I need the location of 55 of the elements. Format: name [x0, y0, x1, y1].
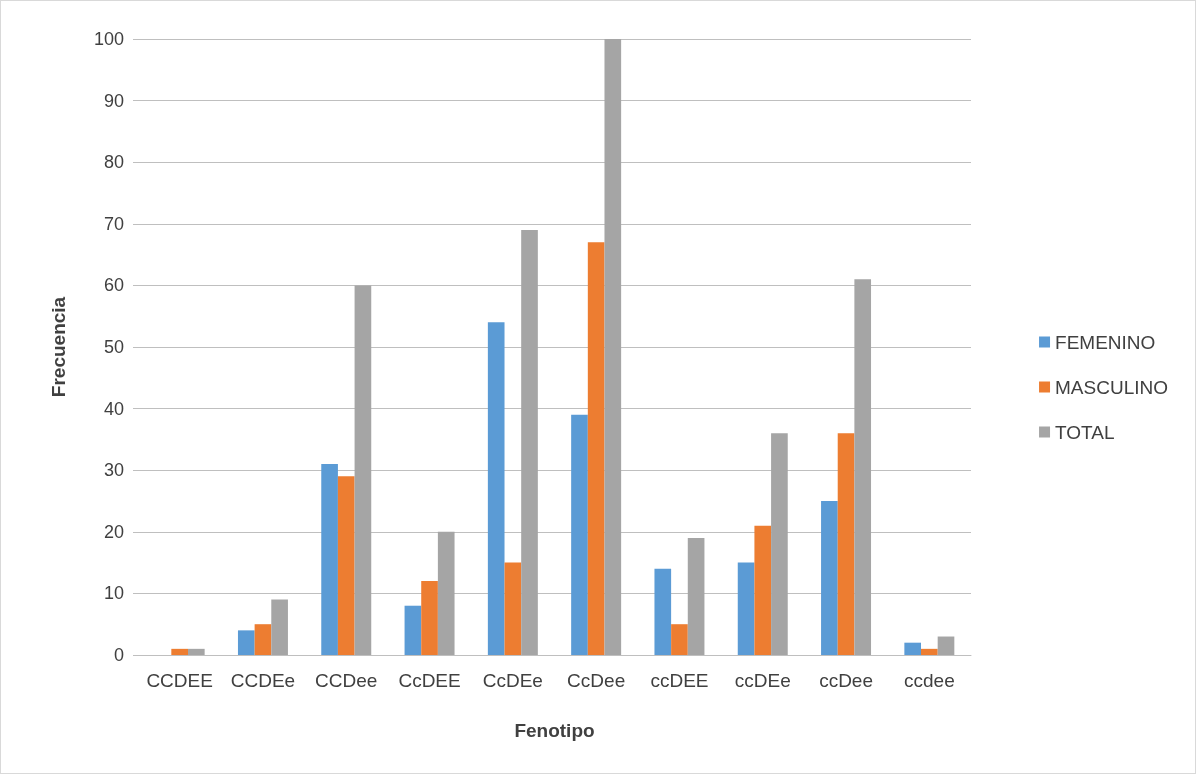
x-axis-title: Fenotipo	[514, 720, 595, 741]
legend-label: MASCULINO	[1055, 376, 1169, 398]
bar	[254, 624, 272, 655]
bar	[821, 501, 838, 655]
bar	[854, 279, 872, 655]
y-tick-label: 30	[103, 460, 124, 481]
bar	[904, 642, 922, 655]
bar	[237, 630, 255, 655]
x-tick-label: CcDEE	[398, 670, 461, 691]
bar	[437, 531, 455, 655]
bar	[171, 648, 188, 655]
x-tick-label: CcDEe	[482, 670, 543, 691]
bar	[687, 537, 705, 655]
bar	[754, 525, 772, 655]
legend-label: TOTAL	[1055, 421, 1115, 443]
y-axis-title: Frecuencia	[48, 296, 69, 398]
x-tick-label: CcDee	[567, 670, 626, 691]
bar	[737, 562, 755, 655]
bar	[321, 464, 338, 655]
bar	[421, 581, 438, 655]
bar	[587, 242, 605, 655]
bar	[504, 562, 522, 655]
bar	[337, 476, 355, 655]
y-tick-label: 0	[113, 645, 124, 665]
bar	[937, 636, 955, 655]
bar	[604, 39, 622, 655]
y-tick-label: 60	[103, 275, 124, 296]
x-tick-label: CCDee	[315, 670, 378, 691]
bar	[271, 599, 288, 655]
bar	[521, 229, 538, 655]
x-tick-label: ccDEE	[650, 670, 709, 691]
bar	[671, 624, 688, 655]
x-tick-label: ccdee	[904, 670, 955, 691]
y-tick-label: 50	[103, 337, 124, 357]
bar	[654, 568, 672, 655]
bar	[837, 433, 855, 655]
bar	[571, 414, 588, 655]
bar	[354, 285, 372, 655]
y-tick-label: 10	[103, 583, 124, 604]
x-tick-label: ccDee	[819, 670, 873, 691]
y-tick-label: 80	[103, 152, 124, 173]
y-tick-label: 90	[103, 90, 124, 111]
bar	[187, 648, 205, 655]
y-tick-label: 70	[103, 213, 124, 234]
bar	[404, 605, 422, 655]
legend-label: FEMENINO	[1055, 331, 1156, 353]
bar	[771, 433, 788, 655]
y-tick-label: 100	[93, 29, 124, 49]
x-tick-label: ccDEe	[734, 670, 791, 691]
bar	[487, 322, 505, 655]
x-tick-label: CCDEE	[146, 670, 213, 691]
x-tick-label: CCDEe	[230, 670, 296, 691]
bar	[921, 648, 938, 655]
y-tick-label: 20	[103, 521, 124, 542]
y-tick-label: 40	[103, 398, 124, 419]
